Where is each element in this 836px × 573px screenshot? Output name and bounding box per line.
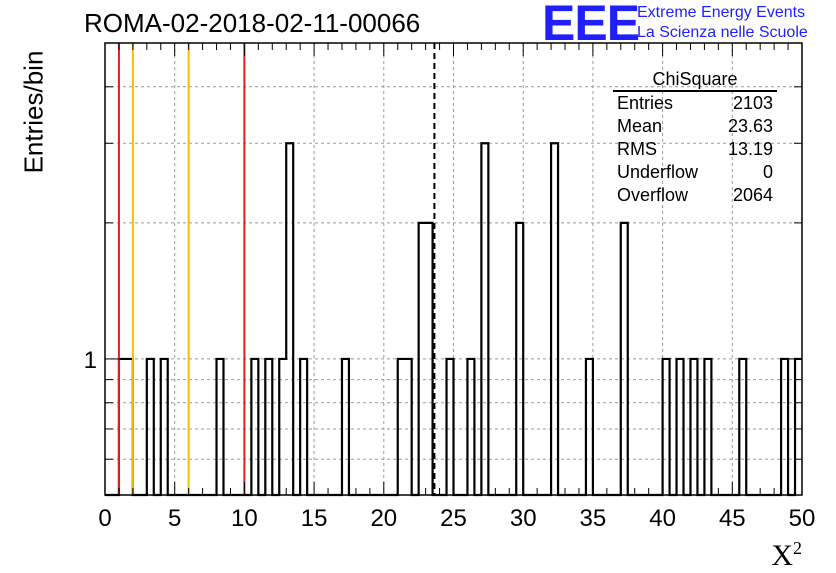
eee-logo: EEE <box>542 0 640 51</box>
stats-value: 0 <box>762 162 773 182</box>
reference-lines <box>117 43 436 495</box>
histogram-bin <box>426 223 433 495</box>
x-tick-label: 5 <box>168 505 181 532</box>
x-tick-label: 45 <box>719 505 746 532</box>
stats-row-mean: Mean 23.63 <box>613 115 777 138</box>
x-tick-label: 30 <box>510 505 537 532</box>
x-tick-label: 15 <box>301 505 328 532</box>
x-axis-label-superscript: 2 <box>793 538 802 558</box>
chart-title: ROMA-02-2018-02-11-00066 <box>84 8 421 38</box>
x-tick-label: 25 <box>440 505 467 532</box>
x-tick-label: 35 <box>580 505 607 532</box>
histogram-bin <box>126 359 133 495</box>
histogram-bin <box>265 359 272 495</box>
histogram-bin <box>251 359 258 495</box>
histogram-bin <box>739 359 746 495</box>
stats-box: ChiSquare Entries 2103 Mean 23.63 RMS 13… <box>613 68 777 207</box>
x-tick-label: 40 <box>649 505 676 532</box>
stats-label: RMS <box>617 139 657 159</box>
stats-row-rms: RMS 13.19 <box>613 138 777 161</box>
y-tick-label: 1 <box>84 347 97 374</box>
histogram-bin <box>217 359 224 495</box>
histogram-bin <box>551 143 558 495</box>
histogram-bin <box>419 223 426 495</box>
stats-value: 23.63 <box>727 116 773 136</box>
histogram-bin <box>161 359 168 495</box>
x-tick-label: 10 <box>231 505 258 532</box>
histogram-bin <box>481 143 488 495</box>
histogram-bin <box>405 359 412 495</box>
histogram-bin <box>516 223 523 495</box>
stats-value: 2103 <box>732 93 773 113</box>
histogram-bin <box>586 359 593 495</box>
stats-label: Overflow <box>617 185 689 205</box>
stats-row-overflow: Overflow 2064 <box>613 184 777 207</box>
histogram-bin <box>342 359 349 495</box>
axis-ticks <box>104 43 803 495</box>
stats-row-underflow: Underflow 0 <box>613 161 777 184</box>
stats-value: 13.19 <box>727 139 773 159</box>
histogram-bin <box>300 359 307 495</box>
histogram-bin <box>467 359 474 495</box>
stats-label: Mean <box>617 116 663 136</box>
x-axis-label: X2 <box>771 538 802 573</box>
tick-labels: 0 5 10 15 20 25 30 35 40 45 50 1 <box>84 347 816 532</box>
histogram-bin <box>286 143 293 495</box>
logo-line-1: Extreme Energy Events <box>637 4 806 21</box>
histogram-bin <box>398 359 405 495</box>
x-tick-label: 50 <box>789 505 816 532</box>
histogram-bin <box>690 359 697 495</box>
histogram-bin <box>663 359 670 495</box>
histogram-bin <box>677 359 684 495</box>
x-axis-label-base: X <box>771 539 793 572</box>
histogram-bin <box>781 359 788 495</box>
y-axis-label: Entries/bin <box>18 50 49 174</box>
logo-line-2: La Scienza nelle Scuole <box>637 24 808 41</box>
histogram-bin <box>704 359 711 495</box>
stats-label: Underflow <box>617 162 699 182</box>
histogram-bin <box>119 359 126 495</box>
histogram-bin <box>621 223 628 495</box>
x-tick-label: 20 <box>370 505 397 532</box>
stats-label: Entries <box>617 93 674 113</box>
histogram-bin <box>147 359 154 495</box>
histogram-bin <box>447 359 454 495</box>
stats-title: ChiSquare <box>613 68 777 92</box>
histogram-bin <box>279 359 286 495</box>
x-tick-label: 0 <box>98 505 111 532</box>
stats-row-entries: Entries 2103 <box>613 92 777 115</box>
stats-value: 2064 <box>732 185 773 205</box>
